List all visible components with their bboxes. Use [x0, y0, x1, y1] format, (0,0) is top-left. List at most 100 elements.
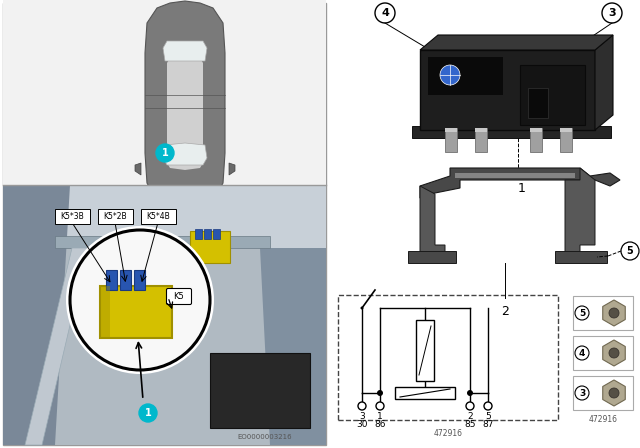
Bar	[213, 229, 220, 239]
Text: K5: K5	[173, 292, 184, 301]
Bar	[408, 251, 456, 263]
Bar	[416, 320, 434, 381]
Polygon shape	[595, 35, 613, 130]
Circle shape	[139, 404, 157, 422]
Bar	[3, 0, 326, 185]
Text: K5*2B: K5*2B	[103, 211, 127, 220]
Bar	[3, 3, 326, 445]
Bar	[530, 128, 542, 132]
Bar	[412, 126, 611, 138]
Circle shape	[440, 65, 460, 85]
Circle shape	[575, 346, 589, 360]
Bar	[195, 229, 202, 239]
Circle shape	[156, 144, 174, 162]
Text: EO0000003216: EO0000003216	[237, 434, 292, 440]
Circle shape	[360, 306, 364, 310]
Text: K5*3B: K5*3B	[60, 211, 84, 220]
Text: 5: 5	[627, 246, 634, 256]
FancyBboxPatch shape	[54, 208, 90, 224]
Polygon shape	[565, 168, 595, 253]
Text: 472916: 472916	[589, 415, 618, 424]
Circle shape	[575, 386, 589, 400]
Bar	[560, 128, 572, 132]
Bar	[445, 128, 457, 152]
Text: 3: 3	[579, 388, 585, 397]
Text: 5: 5	[485, 412, 491, 421]
Bar	[100, 286, 172, 338]
Bar	[560, 128, 572, 152]
Polygon shape	[25, 248, 88, 445]
Bar	[55, 236, 270, 248]
Circle shape	[377, 390, 383, 396]
Polygon shape	[145, 1, 225, 205]
Circle shape	[484, 402, 492, 410]
Bar	[420, 50, 595, 130]
Circle shape	[609, 308, 619, 318]
Circle shape	[602, 3, 622, 23]
Bar	[120, 270, 131, 290]
Polygon shape	[260, 248, 326, 445]
Circle shape	[358, 402, 366, 410]
Bar	[573, 336, 633, 370]
Text: 30: 30	[356, 420, 368, 429]
Circle shape	[609, 388, 619, 398]
Bar	[428, 57, 503, 95]
Text: 86: 86	[374, 420, 386, 429]
Text: 5: 5	[579, 309, 585, 318]
Text: 85: 85	[464, 420, 476, 429]
Bar	[338, 295, 558, 420]
Circle shape	[70, 230, 210, 370]
Polygon shape	[163, 41, 207, 61]
Text: 2: 2	[467, 412, 473, 421]
Bar	[3, 185, 326, 445]
Polygon shape	[420, 168, 620, 198]
Text: K5*4B: K5*4B	[146, 211, 170, 220]
Text: 2: 2	[501, 305, 509, 318]
Circle shape	[467, 390, 473, 396]
Bar	[395, 387, 455, 399]
Bar	[445, 128, 457, 132]
Bar	[190, 231, 230, 263]
Bar	[106, 270, 117, 290]
FancyBboxPatch shape	[97, 208, 132, 224]
Text: 4: 4	[579, 349, 585, 358]
Circle shape	[376, 402, 384, 410]
Polygon shape	[3, 185, 70, 445]
Text: 1: 1	[162, 148, 168, 158]
FancyBboxPatch shape	[166, 289, 191, 305]
Bar	[530, 128, 542, 152]
Polygon shape	[135, 163, 141, 175]
Polygon shape	[420, 35, 613, 50]
Circle shape	[609, 348, 619, 358]
Polygon shape	[3, 185, 326, 248]
Bar	[210, 353, 310, 428]
Bar	[475, 128, 487, 152]
Bar	[520, 65, 585, 125]
Text: 1: 1	[145, 408, 152, 418]
Polygon shape	[167, 56, 203, 170]
Polygon shape	[420, 186, 445, 253]
Text: 472916: 472916	[433, 429, 463, 438]
Polygon shape	[603, 300, 625, 326]
Bar	[475, 128, 487, 132]
Text: 3: 3	[608, 8, 616, 18]
Circle shape	[66, 226, 214, 374]
Polygon shape	[603, 380, 625, 406]
Bar	[528, 88, 548, 118]
Bar	[455, 173, 575, 178]
Circle shape	[466, 402, 474, 410]
Text: 3: 3	[359, 412, 365, 421]
Bar	[204, 229, 211, 239]
Circle shape	[621, 242, 639, 260]
Text: 4: 4	[381, 8, 389, 18]
Text: 1: 1	[377, 412, 383, 421]
Circle shape	[575, 306, 589, 320]
Polygon shape	[603, 340, 625, 366]
Text: 1: 1	[518, 182, 525, 195]
FancyBboxPatch shape	[141, 208, 175, 224]
Circle shape	[375, 3, 395, 23]
Polygon shape	[163, 143, 207, 165]
Bar	[573, 376, 633, 410]
Bar	[134, 270, 145, 290]
Bar	[100, 286, 110, 338]
